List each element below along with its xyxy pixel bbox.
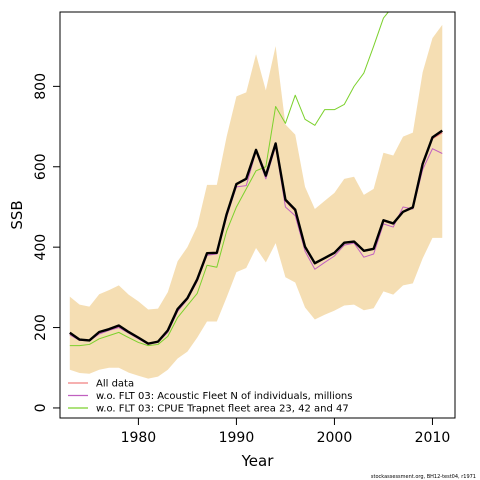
y-tick-label: 0 bbox=[33, 403, 49, 412]
x-tick-label: 2010 bbox=[415, 430, 451, 446]
series-line-3 bbox=[69, 12, 389, 347]
plot-frame bbox=[59, 11, 456, 419]
confidence-band-layer bbox=[69, 24, 443, 379]
x-tick-label: 1980 bbox=[121, 430, 157, 446]
y-axis-title: SSB bbox=[8, 200, 26, 229]
series-layer bbox=[69, 12, 443, 347]
footer-credit: stockassessment.org, BH12-test04, r1971 bbox=[371, 474, 476, 480]
x-tick-label: 1990 bbox=[219, 430, 255, 446]
legend-label-1: All data bbox=[96, 379, 134, 390]
confidence-band bbox=[69, 24, 443, 379]
x-axis: 1980 1990 2000 2010 bbox=[121, 418, 451, 446]
y-tick-label: 600 bbox=[33, 153, 49, 180]
series-line-estimate bbox=[69, 129, 443, 345]
legend-label-3: w.o. FLT 03: CPUE Trapnet fleet area 23,… bbox=[96, 404, 349, 415]
y-tick-label: 200 bbox=[33, 314, 49, 341]
y-tick-label: 800 bbox=[33, 73, 49, 100]
y-tick-label: 400 bbox=[33, 234, 49, 261]
y-axis: 0 200 400 600 800 bbox=[33, 73, 60, 412]
x-tick-label: 2000 bbox=[317, 430, 353, 446]
legend-label-2: w.o. FLT 03: Acoustic Fleet N of individ… bbox=[96, 391, 352, 402]
x-axis-title: Year bbox=[241, 452, 275, 470]
